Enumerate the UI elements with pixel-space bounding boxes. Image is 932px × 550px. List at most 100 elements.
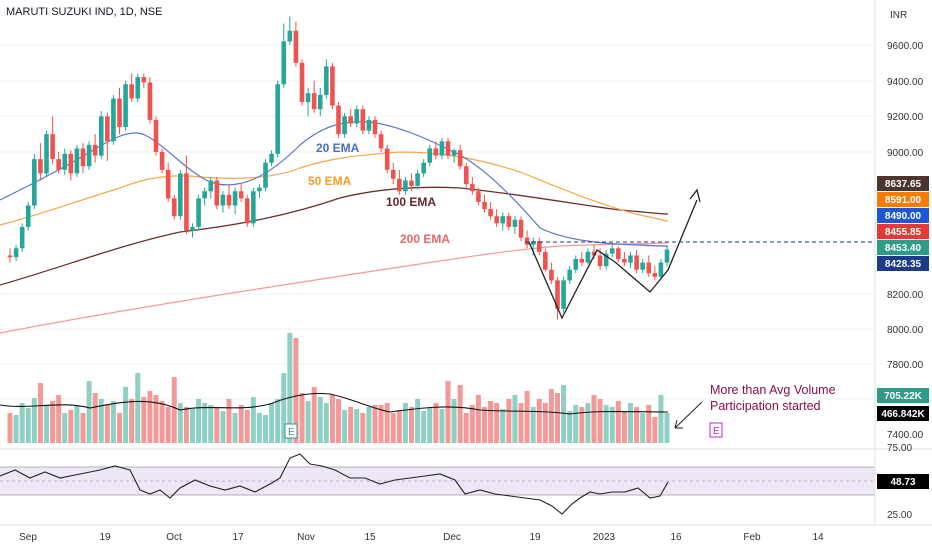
volume-bar — [117, 413, 122, 443]
volume-bar — [451, 399, 457, 443]
volume-bar — [86, 381, 92, 443]
candle-body — [530, 241, 536, 245]
time-tick: 2023 — [593, 532, 616, 543]
candle-body — [13, 248, 19, 258]
time-tick: 14 — [812, 532, 824, 543]
volume-bar — [615, 401, 621, 443]
currency-label: INR — [890, 10, 907, 21]
candle-body — [7, 255, 13, 258]
volume-bar — [390, 413, 396, 443]
candle-body — [397, 178, 402, 192]
candle-body — [190, 226, 195, 231]
volume-bar — [469, 405, 475, 443]
volume-bar — [500, 409, 506, 443]
volume-bar — [585, 403, 591, 443]
time-axis[interactable]: Sep 19 Oct 17 Nov 15 Dec 19 2023 16 Feb 14 — [19, 532, 824, 543]
candle-body — [634, 255, 639, 270]
candle-body — [208, 180, 214, 192]
volume-bar — [415, 399, 421, 443]
volume-bar — [311, 387, 317, 443]
candle-body — [451, 150, 457, 156]
candle-body — [62, 153, 68, 170]
volume-bar — [226, 399, 232, 443]
candle-body — [549, 269, 554, 281]
volume-bar — [518, 403, 524, 443]
volume-bar — [640, 413, 646, 443]
volume-bar — [664, 413, 670, 443]
volume-bar — [293, 338, 299, 443]
volume-bar — [135, 373, 141, 443]
volume-bar — [646, 405, 652, 443]
candle-body — [147, 82, 153, 120]
volume-bar — [159, 401, 165, 443]
candle-body — [421, 162, 426, 174]
candle-body — [105, 116, 110, 142]
candle-body — [178, 173, 183, 217]
candle-body — [409, 180, 414, 186]
volume-bar — [177, 403, 183, 443]
volume-bar — [263, 415, 268, 443]
volume-bar — [555, 393, 560, 443]
volume-bar — [433, 403, 439, 443]
candle-body — [652, 273, 658, 277]
volume-bar — [317, 397, 323, 443]
volume-bar — [372, 405, 378, 443]
candle-body — [251, 191, 256, 224]
volume-bar — [269, 403, 275, 443]
event-e-marker[interactable] — [709, 422, 723, 438]
volume-bar — [634, 407, 640, 443]
volume-average-line — [0, 392, 669, 415]
candle-body — [19, 226, 25, 249]
ema-20-label: 20 EMA — [316, 141, 360, 155]
candle-body — [609, 248, 615, 254]
volume-bar — [250, 397, 256, 443]
volume-bar — [129, 399, 135, 443]
volume-bar — [171, 377, 177, 443]
candle-body — [135, 77, 141, 99]
candle-body — [378, 134, 384, 149]
volume-bar — [621, 411, 627, 443]
volume-bar — [597, 399, 603, 443]
candle-body — [646, 262, 652, 274]
price-tick: 7400.00 — [887, 430, 924, 441]
price-tick: 9200.00 — [887, 112, 924, 123]
candle-body — [579, 259, 585, 263]
candle-body — [457, 150, 463, 167]
volume-bar — [80, 413, 86, 443]
candle-body — [153, 119, 159, 152]
candle-body — [196, 198, 201, 227]
volume-bars — [7, 333, 670, 443]
volume-bar — [488, 401, 494, 443]
candle-body — [360, 109, 366, 131]
volume-bar — [232, 413, 238, 443]
candle-body — [567, 269, 572, 281]
candle-body — [640, 262, 645, 270]
earnings-marker[interactable] — [284, 423, 298, 439]
candle-body — [244, 198, 250, 224]
candle-body — [384, 148, 390, 170]
candle-body — [628, 255, 633, 263]
volume-bar — [609, 407, 615, 443]
volume-bar — [62, 413, 68, 443]
price-badge-label: 8490.00 — [885, 211, 922, 222]
volume-bar — [348, 407, 354, 443]
price-badge-label: 8428.35 — [885, 259, 922, 270]
volume-bar — [110, 401, 116, 443]
volume-bar — [457, 385, 463, 443]
volume-bar — [147, 391, 153, 443]
volume-bar — [354, 409, 360, 443]
candle-body — [470, 184, 475, 192]
volume-badge-label: 466.842K — [881, 409, 925, 420]
volume-bar — [238, 405, 244, 443]
price-badge-label: 8455.85 — [885, 227, 922, 238]
volume-bar — [542, 403, 548, 443]
candle-body — [512, 219, 518, 227]
candle-body — [317, 94, 323, 110]
volume-bar — [402, 403, 408, 443]
candle-body — [238, 191, 244, 199]
candle-body — [500, 216, 506, 224]
candle-body — [111, 98, 116, 142]
time-tick: 15 — [364, 532, 376, 543]
candle-body — [330, 66, 335, 106]
